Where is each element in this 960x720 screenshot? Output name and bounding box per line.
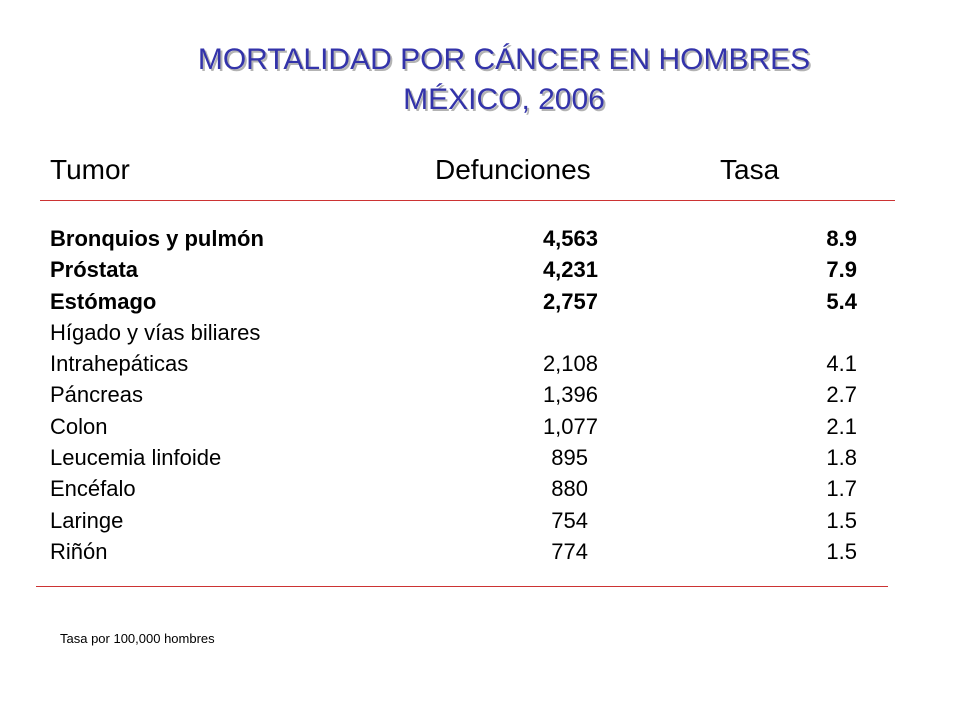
- defunciones-value: 2,108: [542, 351, 598, 377]
- defunciones-value: 880: [551, 476, 588, 502]
- defunciones-value: 4,231: [542, 257, 598, 283]
- tasa-value: 2.7: [826, 382, 857, 408]
- table-row: Próstata 4,231 7.9: [0, 255, 960, 286]
- slide-title: MORTALIDAD POR CÁNCER EN HOMBRES MÉXICO,…: [0, 40, 960, 120]
- slide-title-line-1: MORTALIDAD POR CÁNCER EN HOMBRES: [197, 43, 811, 76]
- tumor-name: Encéfalo: [50, 476, 136, 502]
- tumor-name: Páncreas: [50, 382, 143, 408]
- column-header-defunciones: Defunciones: [435, 154, 591, 185]
- table-row: Colon 1,077 2.1: [0, 412, 960, 443]
- tasa-value: 4.1: [826, 351, 857, 377]
- mortality-table: Bronquios y pulmón 4,563 8.9 Próstata 4,…: [0, 224, 960, 568]
- header-divider: [40, 200, 895, 201]
- tumor-name: Colon: [50, 413, 108, 439]
- table-row: Leucemia linfoide 895 1.8: [0, 443, 960, 474]
- table-row: Encéfalo 880 1.7: [0, 474, 960, 505]
- column-header-tasa: Tasa: [720, 154, 780, 185]
- tumor-name: Leucemia linfoide: [50, 445, 222, 471]
- tasa-value: 1.5: [826, 538, 857, 564]
- table-row: Intrahepáticas 2,108 4.1: [0, 349, 960, 380]
- slide-title-line-2: MÉXICO, 2006: [403, 83, 605, 116]
- defunciones-value: 1,077: [542, 413, 598, 439]
- table-row: Estómago 2,757 5.4: [0, 287, 960, 318]
- defunciones-value: 754: [551, 507, 588, 533]
- tumor-name: Riñón: [50, 538, 108, 564]
- defunciones-value: 774: [551, 538, 588, 564]
- defunciones-value: 4,563: [542, 226, 598, 251]
- tumor-name: Próstata: [50, 257, 139, 283]
- defunciones-value: 1,396: [542, 382, 598, 408]
- tasa-value: 8.9: [826, 226, 857, 251]
- table-row: Hígado y vías biliares: [0, 318, 960, 349]
- table-row: Páncreas 1,396 2.7: [0, 380, 960, 411]
- column-header-tumor: Tumor: [50, 154, 130, 185]
- rate-footnote: Tasa por 100,000 hombres: [60, 631, 215, 646]
- tumor-name: Laringe: [50, 507, 124, 533]
- table-row: Bronquios y pulmón 4,563 8.9: [0, 224, 960, 255]
- tasa-value: 1.7: [826, 476, 857, 502]
- table-row: Riñón 774 1.5: [0, 537, 960, 568]
- tasa-value: 1.8: [826, 445, 857, 471]
- defunciones-value: 2,757: [542, 288, 598, 314]
- tasa-value: 7.9: [826, 257, 857, 283]
- defunciones-value: 895: [551, 445, 588, 471]
- tumor-name: Bronquios y pulmón: [50, 226, 264, 251]
- table-bottom-divider: [36, 586, 888, 587]
- table-row: Laringe 754 1.5: [0, 506, 960, 537]
- tasa-value: 2.1: [826, 413, 857, 439]
- tumor-name: Hígado y vías biliares: [50, 319, 261, 345]
- tasa-value: 1.5: [826, 507, 857, 533]
- tumor-name: Intrahepáticas: [50, 351, 189, 377]
- tasa-value: 5.4: [826, 288, 857, 314]
- tumor-name: Estómago: [50, 288, 157, 314]
